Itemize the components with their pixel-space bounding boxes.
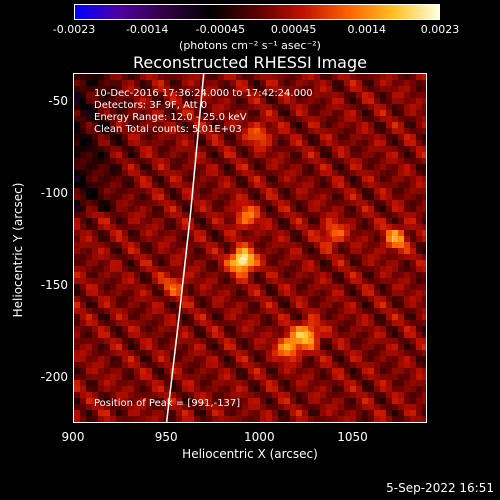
y-tick-label: -150 (40, 277, 68, 292)
source-peak (284, 342, 293, 351)
y-tick-label: -200 (40, 369, 68, 384)
date-stamp: 5-Sep-2022 16:51 (386, 481, 494, 495)
y-axis-label: Heliocentric Y (arcsec) (11, 182, 25, 318)
source-peak (255, 130, 264, 139)
clean-counts-annotation: Clean Total counts: 5.01E+03 (94, 124, 242, 135)
detectors-annotation: Detectors: 3F 9F, Att 0 (94, 100, 208, 111)
colorbar-tick-label: 0.0023 (420, 23, 460, 36)
colorbar (74, 4, 440, 20)
source-peak (170, 280, 179, 289)
peak-position-annotation: Position of Peak = [991,-137] (94, 398, 241, 409)
solar-limb-line (165, 74, 205, 422)
x-tick-label: 1000 (244, 430, 275, 444)
x-tick-label: 900 (61, 430, 85, 444)
chart-title: Reconstructed RHESSI Image (133, 53, 367, 72)
colorbar-unit-label: (photons cm⁻² s⁻¹ asec⁻²) (179, 39, 321, 52)
x-axis-label: Heliocentric X (arcsec) (182, 447, 318, 461)
source-peak (303, 330, 312, 339)
colorbar-tick-label: -0.0014 (125, 23, 169, 36)
x-tick-label: 950 (154, 430, 178, 444)
colorbar-gradient (75, 5, 439, 19)
image-plot-area: 10-Dec-2016 17:36:24.000 to 17:42:24.000… (73, 73, 427, 423)
colorbar-tick-label: -0.00045 (195, 23, 246, 36)
energy-range-annotation: Energy Range: 12.0 - 25.0 keV (94, 112, 247, 123)
heatmap-cells (74, 74, 426, 422)
source-peak (392, 234, 401, 243)
time-range-annotation: 10-Dec-2016 17:36:24.000 to 17:42:24.000 (94, 88, 313, 99)
source-peak (238, 256, 247, 265)
heatmap-image (74, 74, 426, 422)
colorbar-tick-label: 0.00045 (270, 23, 317, 36)
colorbar-tick-label: -0.0023 (52, 23, 96, 36)
x-tick-label: 1050 (337, 430, 368, 444)
y-tick-label: -100 (40, 185, 68, 200)
colorbar-tick-label: 0.0014 (347, 23, 387, 36)
source-peak (329, 229, 338, 238)
source-peak (242, 212, 251, 221)
y-tick-label: -50 (48, 93, 68, 108)
